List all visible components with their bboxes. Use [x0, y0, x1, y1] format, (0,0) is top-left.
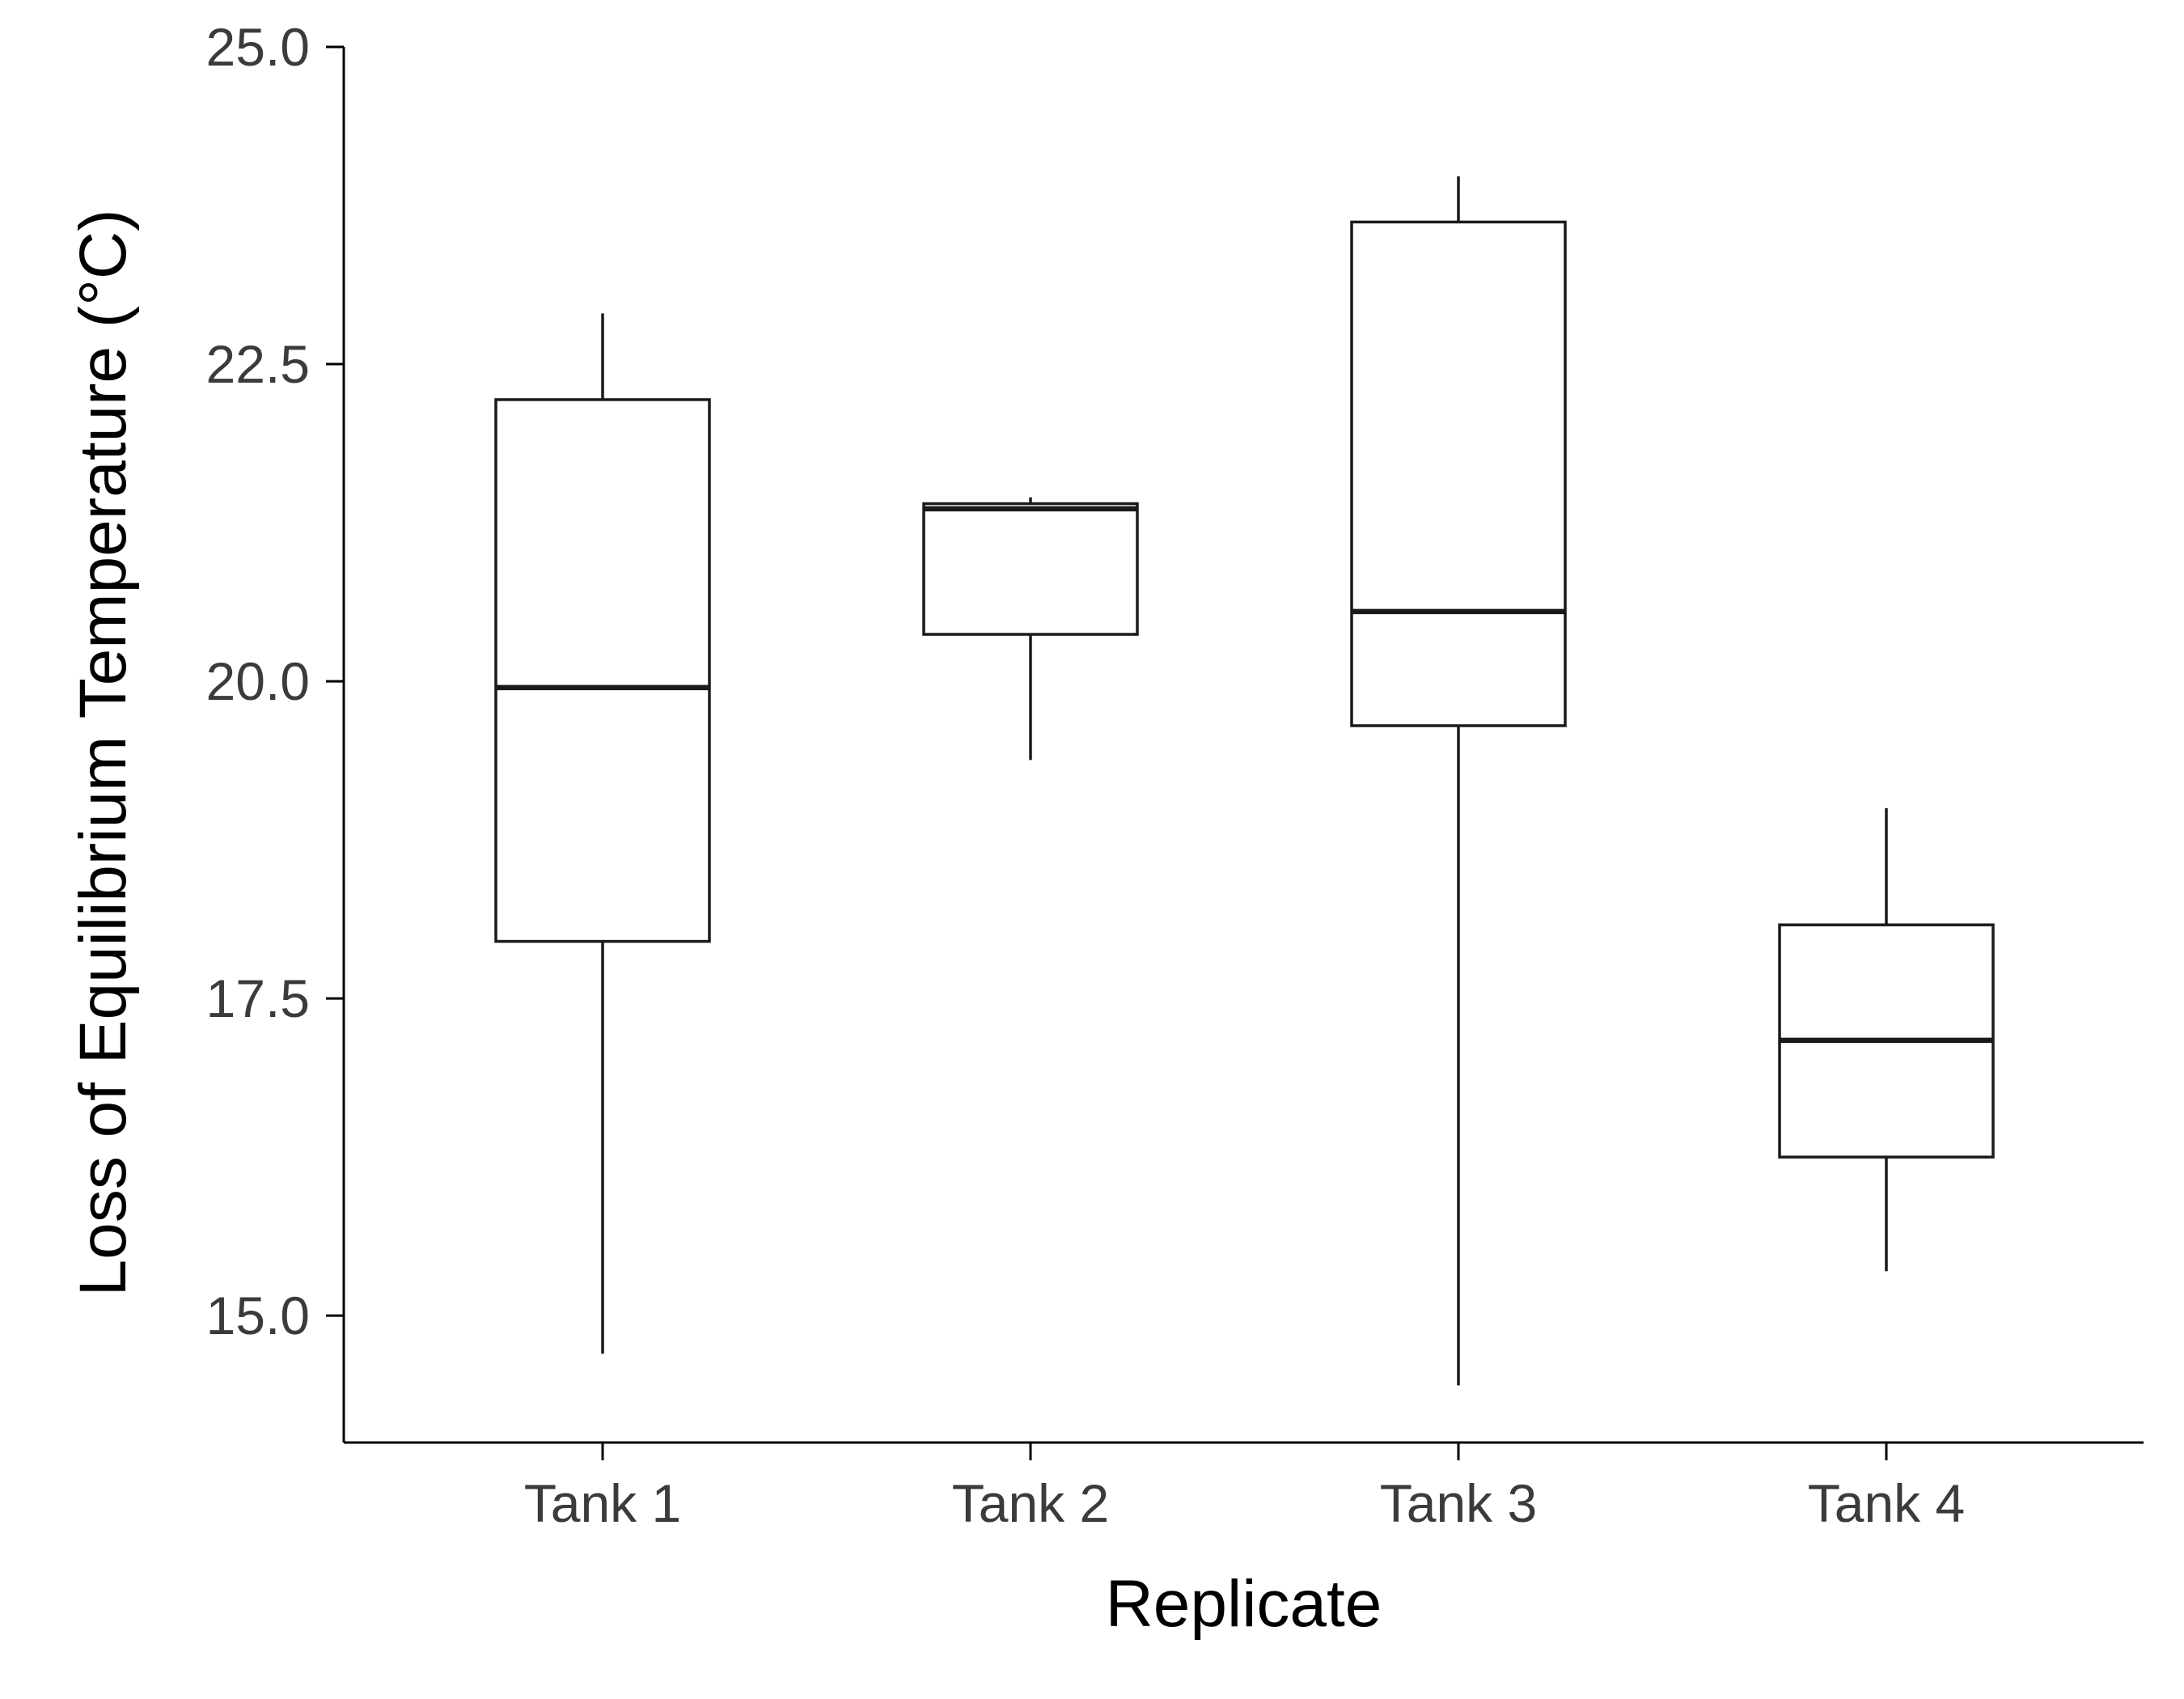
y-tick-label: 20.0 — [206, 651, 310, 711]
y-tick-label: 17.5 — [206, 968, 310, 1028]
x-tick-label: Tank 2 — [952, 1473, 1109, 1533]
y-tick-label: 25.0 — [206, 17, 310, 77]
x-tick-label: Tank 3 — [1380, 1473, 1537, 1533]
x-tick-label: Tank 1 — [524, 1473, 681, 1533]
x-axis-title: Replicate — [1106, 1567, 1382, 1641]
box-group — [1778, 807, 1995, 1272]
box-group — [922, 497, 1139, 761]
plot-marks — [494, 176, 1995, 1386]
x-axis-ticks: Tank 1 Tank 2 Tank 3 Tank 4 — [524, 1443, 1965, 1533]
box-group — [494, 313, 711, 1354]
y-axis-ticks: 15.0 17.5 20.0 22.5 25.0 — [206, 17, 344, 1345]
y-tick-label: 22.5 — [206, 334, 310, 394]
y-tick-label: 15.0 — [206, 1286, 310, 1345]
y-axis-title: Loss of Equilibrium Temperature (°C) — [66, 210, 140, 1297]
x-tick-label: Tank 4 — [1808, 1473, 1965, 1533]
iqr-box — [922, 502, 1139, 636]
box-group — [1350, 176, 1567, 1386]
iqr-box — [1350, 220, 1567, 727]
iqr-box — [494, 398, 711, 943]
